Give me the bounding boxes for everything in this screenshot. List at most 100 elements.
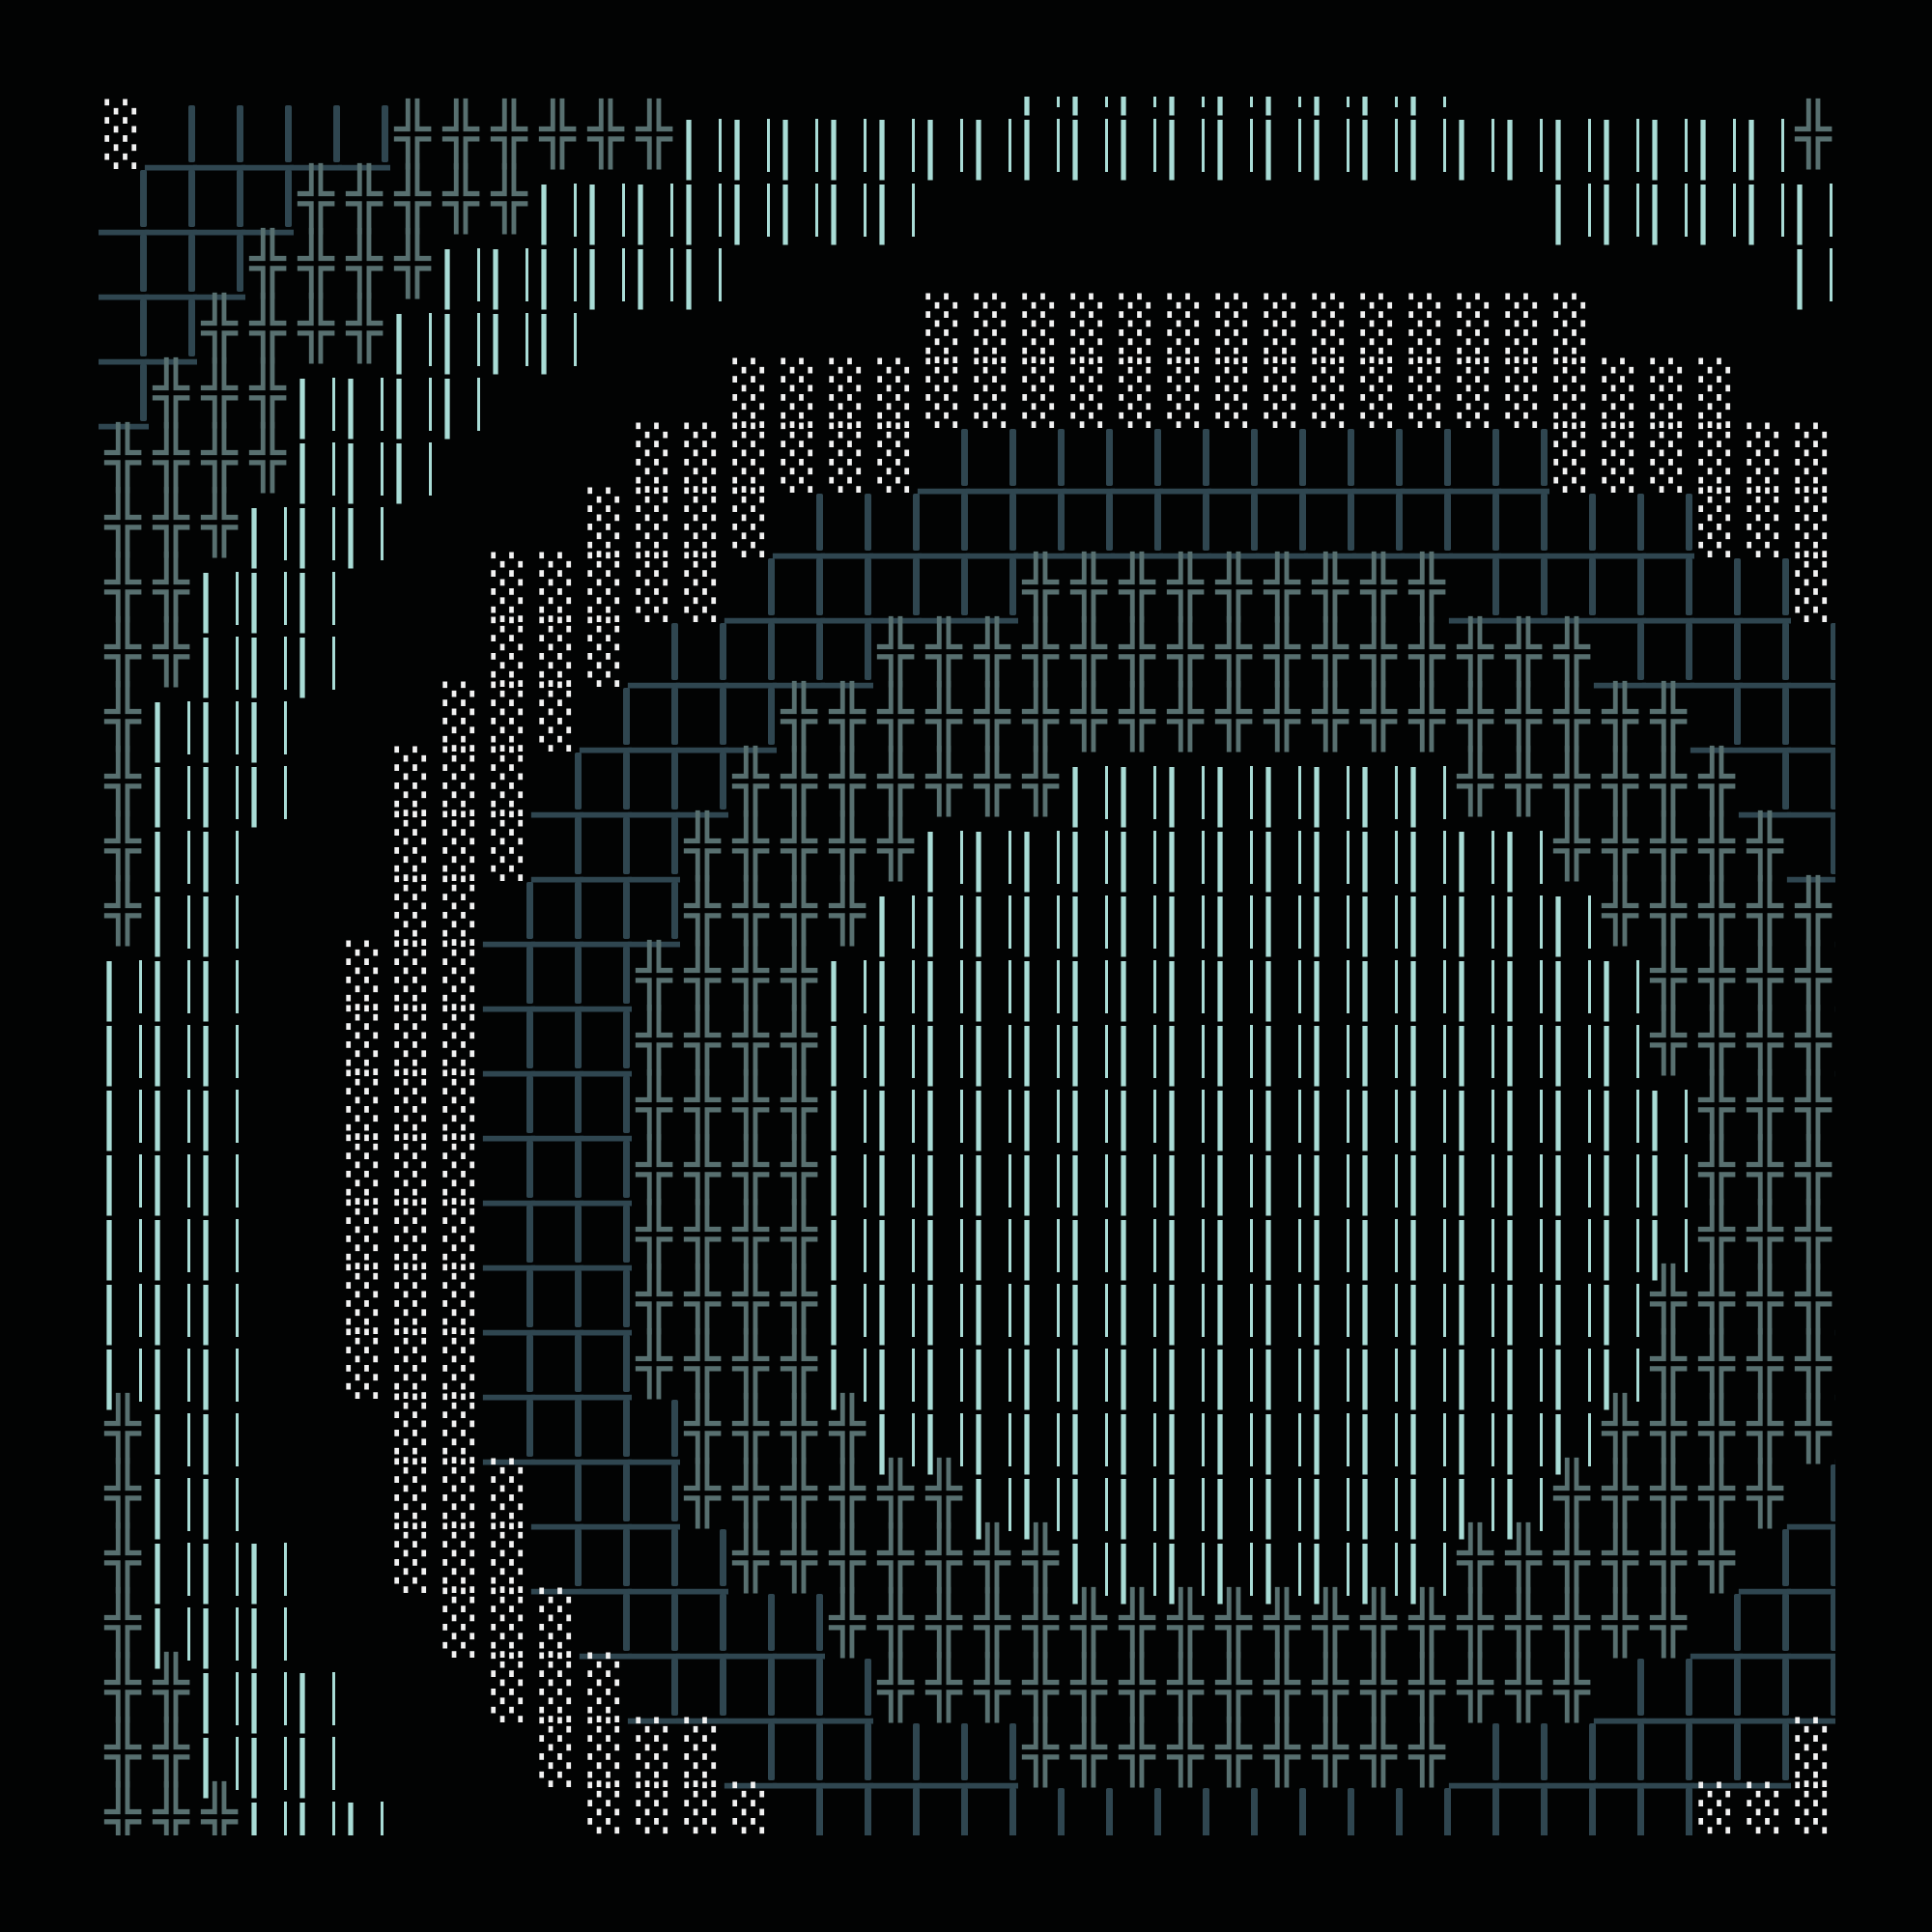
double-cross-glyph: ╬ <box>1596 878 1644 943</box>
double-cross-char: ╬ <box>1022 616 1059 687</box>
double-cross-glyph: ╬ <box>968 749 1016 813</box>
double-cross-char: ╬ <box>732 1264 769 1334</box>
double-cross-char: ╬ <box>1650 810 1687 881</box>
light-shade-char: ░ <box>539 1717 576 1787</box>
double-cross-char: ╬ <box>1312 1587 1349 1658</box>
double-cross-char: ╬ <box>781 681 817 752</box>
double-pipe-char: | <box>1105 757 1142 828</box>
double-pipe-glyph: | <box>1250 101 1306 178</box>
double-pipe-glyph: | <box>187 813 243 890</box>
corner-block-stroke <box>1541 558 1548 615</box>
art-row: ╬╬|||░░░_____╬╬╬╬╬╬╬╬╬╬╬╬╬╬╬_____░ <box>99 1652 1835 1731</box>
double-pipe-stroke <box>1202 766 1205 819</box>
double-cross-glyph: ╬ <box>1354 1655 1403 1719</box>
light-shade-glyph: ░ <box>388 878 437 943</box>
corner-block-stroke <box>1782 1723 1789 1780</box>
light-shade-glyph: ░ <box>485 749 533 813</box>
corner-block-stroke <box>1686 623 1692 680</box>
double-cross-glyph: ╬ <box>1499 619 1548 684</box>
corner-block-stroke <box>671 623 678 680</box>
double-cross-char: ╬ <box>1650 1458 1687 1528</box>
light-shade-char: ░ <box>1650 422 1687 493</box>
double-cross-glyph: ╬ <box>775 684 823 749</box>
double-cross-glyph: ╬ <box>1354 684 1403 749</box>
double-pipe-char: | <box>526 240 562 310</box>
double-pipe-glyph: | <box>1588 166 1644 242</box>
double-cross-glyph: ╬ <box>1741 943 1789 1008</box>
double-cross-glyph: ╬ <box>1209 619 1258 684</box>
light-shade-glyph: ░ <box>1451 296 1499 360</box>
corner-block-stroke <box>623 1206 630 1263</box>
double-pipe-char: | <box>526 175 562 245</box>
double-cross-glyph: ╬ <box>920 1525 968 1590</box>
double-pipe-glyph: | <box>1298 97 1354 113</box>
light-shade-glyph: ░ <box>630 425 678 490</box>
double-pipe-glyph: | <box>1395 1525 1451 1602</box>
corner-block-stroke <box>1686 558 1692 615</box>
double-pipe-stroke <box>1636 119 1639 172</box>
double-cross-char: ╬ <box>1264 552 1300 622</box>
double-pipe-glyph: | <box>381 360 437 437</box>
double-pipe-stroke <box>187 831 190 884</box>
double-pipe-stroke <box>1105 119 1108 172</box>
corner-block-stroke <box>1782 753 1789 810</box>
double-pipe-char: | <box>1250 757 1287 828</box>
double-cross-char: ╬ <box>153 487 189 557</box>
double-cross-char: ╬ <box>153 616 189 687</box>
double-pipe-char: | <box>284 628 321 698</box>
light-shade-char: ░ <box>394 875 431 946</box>
double-cross-glyph: ╬ <box>437 101 485 166</box>
double-cross-char: ╬ <box>732 1522 769 1593</box>
double-pipe-char: | <box>429 240 466 310</box>
light-shade-glyph: ░ <box>726 425 775 490</box>
double-cross-glyph: ╬ <box>1306 554 1354 619</box>
double-cross-char: ╬ <box>974 681 1010 752</box>
double-pipe-glyph: | <box>1492 1461 1548 1537</box>
double-pipe-stroke <box>1153 766 1156 819</box>
double-pipe-glyph: | <box>187 1008 243 1084</box>
double-cross-glyph: ╬ <box>388 231 437 296</box>
double-cross-char: ╬ <box>1698 1199 1735 1269</box>
light-shade-glyph: ░ <box>1209 296 1258 360</box>
corner-block-glyph: _ <box>1739 619 1791 686</box>
light-shade-glyph: ░ <box>775 425 823 490</box>
light-shade-glyph: ░ <box>1161 296 1209 360</box>
double-pipe-glyph: | <box>1781 166 1835 242</box>
double-cross-glyph: ╬ <box>1596 813 1644 878</box>
double-cross-glyph: ╬ <box>1016 684 1065 749</box>
corner-block-glyph: _ <box>676 619 728 686</box>
double-pipe-char: | <box>1492 110 1528 181</box>
light-shade-char: ░ <box>394 1264 431 1334</box>
double-pipe-glyph: | <box>1588 943 1644 1019</box>
double-cross-char: ╬ <box>249 357 286 428</box>
double-cross-glyph: ╬ <box>1596 1590 1644 1655</box>
corner-block-stroke <box>1831 688 1835 745</box>
double-cross-glyph: ╬ <box>678 1396 726 1461</box>
light-shade-char: ░ <box>1795 1717 1832 1787</box>
double-cross-char: ╬ <box>1215 616 1252 687</box>
double-cross-char: ╬ <box>829 746 866 816</box>
light-shade-char: ░ <box>684 552 721 622</box>
light-shade-char: ░ <box>1457 357 1493 428</box>
light-shade-glyph: ░ <box>485 554 533 619</box>
double-cross-glyph: ╬ <box>775 878 823 943</box>
double-cross-char: ╬ <box>877 746 914 816</box>
corner-block-stroke <box>1348 429 1354 486</box>
double-cross-glyph: ╬ <box>726 1396 775 1461</box>
corner-block-glyph: _ <box>1014 425 1066 492</box>
double-cross-glyph: ╬ <box>630 1008 678 1072</box>
double-cross-char: ╬ <box>1505 1652 1542 1722</box>
double-pipe-stroke <box>1202 119 1205 172</box>
corner-block-glyph: _ <box>1642 619 1694 686</box>
corner-block-stroke <box>140 170 147 227</box>
double-pipe-glyph: | <box>1636 1072 1692 1149</box>
double-cross-char: ╬ <box>1070 616 1107 687</box>
double-pipe-glyph: | <box>284 1655 340 1731</box>
double-pipe-stroke <box>1057 831 1060 884</box>
art-row: ╬ ╬ ╬ ╬ | | | ░ ░ ░ ░ ░ ░ _ _ _ _ _ _ _ _ _ _ _ _ _ ░ ░ ░ ░ ░ ░ <box>99 422 1835 501</box>
double-pipe-glyph: | <box>139 813 195 890</box>
corner-block-glyph: _ <box>1594 554 1646 621</box>
double-pipe-glyph: | <box>1443 101 1499 178</box>
corner-block-glyph: _ <box>918 554 970 621</box>
double-cross-glyph: ╬ <box>292 166 340 231</box>
